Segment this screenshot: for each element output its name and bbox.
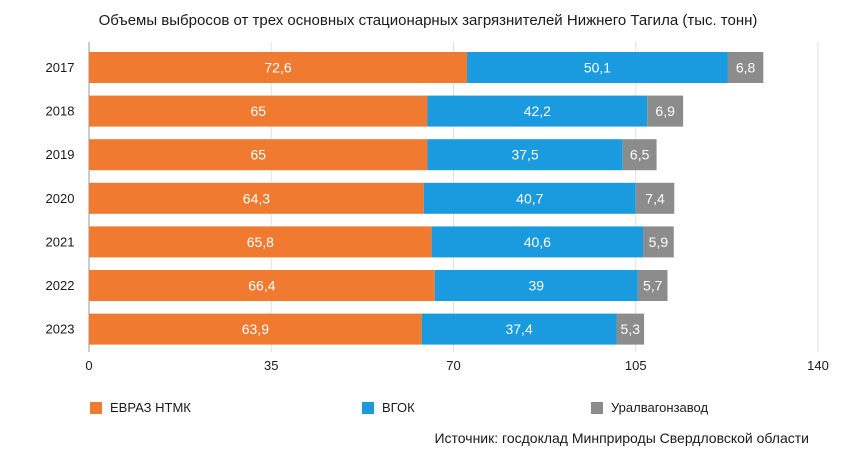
bar-data-label: 50,1 — [584, 60, 611, 76]
legend-label-uvz: Уралвагонзавод — [611, 400, 709, 415]
y-tick-label: 2021 — [46, 234, 75, 249]
y-tick-label: 2020 — [46, 191, 75, 206]
bar-segment — [89, 139, 428, 171]
bar-data-label: 7,4 — [645, 190, 665, 206]
chart-legend: ЕВРАЗ НТМК ВГОК Уралвагонзавод — [0, 400, 856, 418]
bar-data-label: 37,4 — [505, 321, 532, 337]
legend-item-uvz: Уралвагонзавод — [591, 400, 708, 415]
bar-data-label: 39 — [529, 278, 545, 294]
bar-segment — [427, 139, 623, 171]
bar-segment — [427, 95, 648, 127]
bar-data-label: 42,2 — [524, 103, 551, 119]
bar-data-label: 63,9 — [242, 321, 269, 337]
legend-swatch-vgok — [362, 401, 374, 414]
bar-data-label: 66,4 — [248, 278, 275, 294]
bar-data-label: 5,3 — [621, 321, 641, 337]
bar-data-label: 6,9 — [655, 103, 675, 119]
bar-data-label: 5,9 — [649, 234, 669, 250]
bar-segment — [727, 52, 764, 83]
legend-item-vgok: ВГОК — [362, 400, 415, 415]
chart-title: Объемы выбросов от трех основных стацион… — [98, 12, 758, 29]
bar-segment — [635, 182, 675, 214]
y-tick-label: 2017 — [46, 60, 75, 75]
legend-item-evraz: ЕВРАЗ НТМК — [90, 400, 191, 415]
bar-segment — [637, 270, 668, 301]
chart-plot: 0 35 70 105 140 2017 72,6 50,1 6,8 2018 65 42,2 6,9 2… — [46, 42, 829, 373]
x-tick-label: 70 — [446, 358, 460, 373]
y-tick-label: 2018 — [46, 104, 75, 119]
bar-segment — [622, 139, 657, 171]
bar-segment — [89, 52, 468, 83]
bar-segment — [89, 182, 424, 214]
x-tick-label: 0 — [85, 358, 92, 373]
bar-data-label: 37,5 — [511, 147, 538, 163]
x-tick-label: 35 — [264, 358, 278, 373]
legend-swatch-evraz — [90, 401, 102, 414]
bar-data-label: 65,8 — [247, 234, 274, 250]
bar-data-label: 6,5 — [630, 147, 650, 163]
bar-segment — [643, 226, 674, 258]
bar-segment — [467, 52, 728, 83]
bar-data-label: 72,6 — [264, 60, 291, 76]
bar-segment — [431, 226, 644, 258]
bar-data-label: 65 — [250, 103, 266, 119]
bar-data-label: 5,7 — [643, 278, 663, 294]
bar-data-label: 6,8 — [736, 60, 756, 76]
bar-segment — [423, 182, 636, 214]
bar-segment — [616, 313, 645, 345]
bar-data-label: 64,3 — [243, 190, 270, 206]
source-note: Источник: госдоклад Минприроды Свердловс… — [434, 430, 809, 446]
bar-segment — [647, 95, 684, 127]
x-tick-label: 105 — [625, 358, 647, 373]
bar-segment — [434, 270, 638, 301]
y-tick-label: 2022 — [46, 278, 75, 293]
bar-segment — [89, 313, 422, 345]
y-tick-label: 2019 — [46, 147, 75, 162]
bar-data-label: 65 — [250, 147, 266, 163]
bar-segment — [89, 95, 428, 127]
bar-segment — [89, 270, 435, 301]
legend-label-vgok: ВГОК — [382, 400, 415, 415]
bar-data-label: 40,6 — [524, 234, 551, 250]
y-tick-label: 2023 — [46, 322, 75, 337]
bar-segment — [421, 313, 617, 345]
legend-label-evraz: ЕВРАЗ НТМК — [110, 400, 191, 415]
bar-segment — [89, 226, 432, 258]
bar-data-label: 40,7 — [516, 190, 543, 206]
legend-swatch-uvz — [591, 401, 603, 414]
x-tick-label: 140 — [807, 358, 829, 373]
